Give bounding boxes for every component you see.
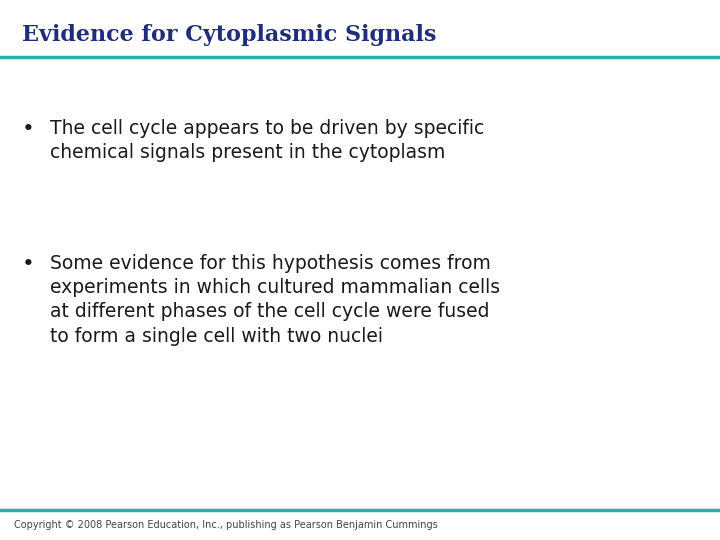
Text: Some evidence for this hypothesis comes from
experiments in which cultured mamma: Some evidence for this hypothesis comes … — [50, 254, 500, 346]
Text: •: • — [22, 119, 35, 139]
Text: Copyright © 2008 Pearson Education, Inc., publishing as Pearson Benjamin Cumming: Copyright © 2008 Pearson Education, Inc.… — [14, 520, 438, 530]
Text: The cell cycle appears to be driven by specific
chemical signals present in the : The cell cycle appears to be driven by s… — [50, 119, 485, 162]
Text: Evidence for Cytoplasmic Signals: Evidence for Cytoplasmic Signals — [22, 24, 436, 46]
Text: •: • — [22, 254, 35, 274]
